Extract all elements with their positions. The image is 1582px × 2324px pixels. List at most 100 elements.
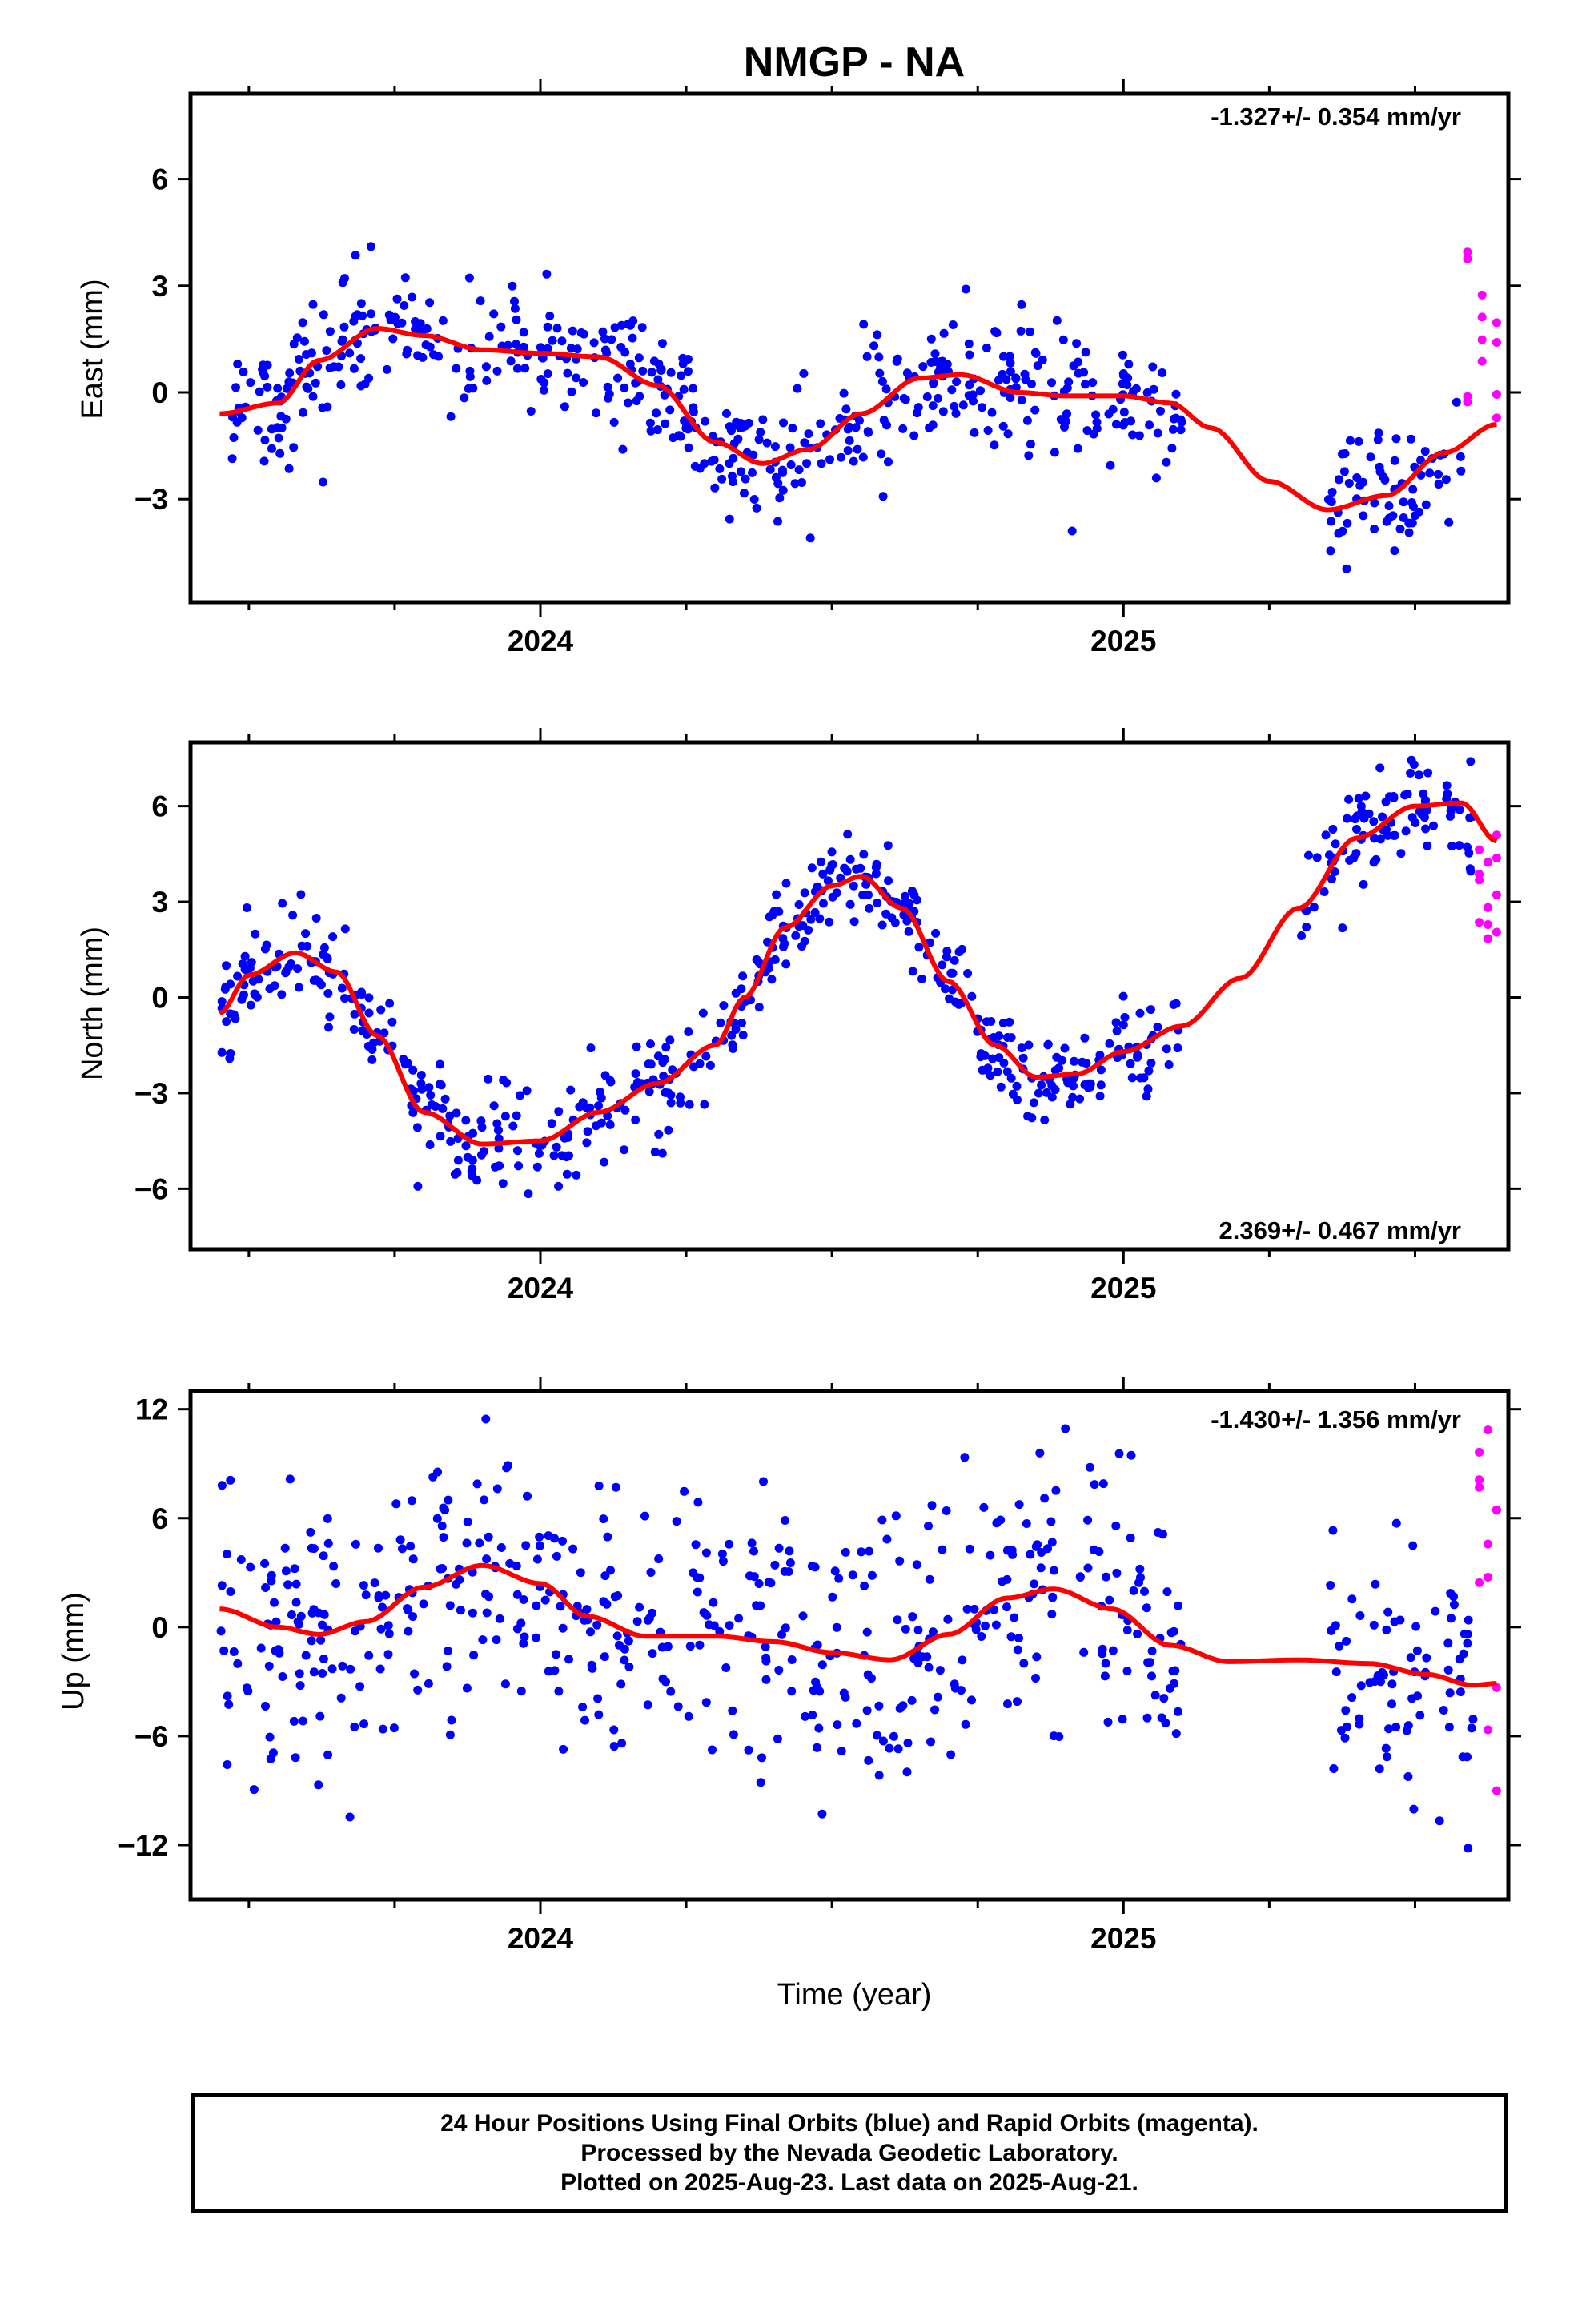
north-final-point (489, 1101, 499, 1111)
east-final-point (563, 368, 572, 378)
up-final-point (375, 1664, 385, 1674)
caption-line-2: Processed by the Nevada Geodetic Laborat… (580, 2140, 1118, 2166)
up-final-point (912, 1560, 921, 1570)
north-final-point (1105, 1039, 1114, 1048)
up-final-point (749, 1546, 758, 1556)
east-final-point (785, 443, 795, 452)
north-final-point (364, 993, 374, 1003)
up-final-point (986, 1550, 995, 1560)
north-final-point (281, 968, 291, 978)
north-final-point (222, 961, 231, 971)
up-final-point (701, 1548, 711, 1558)
east-final-point (1415, 507, 1423, 517)
up-final-point (811, 1677, 821, 1687)
north-final-point (1040, 1116, 1050, 1124)
east-final-point (601, 345, 610, 355)
east-final-point (874, 352, 884, 362)
up-final-point (1377, 1667, 1387, 1677)
east-final-point (858, 452, 868, 462)
up-final-point (610, 1592, 620, 1602)
up-final-point (475, 1538, 484, 1548)
up-final-point (592, 1620, 602, 1630)
up-final-point (611, 1482, 620, 1492)
up-final-point (701, 1698, 711, 1707)
up-final-point (275, 1648, 284, 1658)
up-final-point (576, 1568, 585, 1578)
east-final-point (964, 339, 974, 348)
east-final-point (282, 384, 291, 393)
up-final-point (226, 1587, 235, 1596)
up-final-point (1157, 1713, 1166, 1723)
north-final-point (408, 1108, 418, 1117)
up-final-point (229, 1647, 239, 1656)
north-final-point (522, 1086, 532, 1096)
north-final-point (780, 939, 789, 948)
up-final-point (599, 1514, 608, 1524)
east-final-point (345, 348, 355, 358)
up-final-point (439, 1533, 448, 1542)
up-final-point (1371, 1579, 1380, 1589)
up-final-point (1168, 1667, 1178, 1675)
east-final-point (418, 352, 428, 362)
north-final-point (1002, 1033, 1012, 1042)
east-final-point (1022, 416, 1032, 425)
east-final-point (438, 316, 448, 325)
up-final-point (568, 1544, 578, 1554)
east-final-point (624, 398, 632, 408)
east-final-point (804, 429, 813, 439)
east-final-point (928, 401, 938, 411)
north-final-point (416, 1071, 426, 1080)
up-final-point (580, 1715, 589, 1725)
east-final-point (1106, 460, 1115, 470)
east-final-point (400, 301, 409, 310)
up-final-points (216, 1414, 1478, 1853)
up-final-point (424, 1679, 433, 1688)
north-final-point (1400, 790, 1410, 800)
east-final-point (797, 478, 806, 487)
up-final-point (406, 1542, 416, 1551)
up-final-point (1142, 1713, 1152, 1723)
up-final-point (1165, 1683, 1174, 1693)
north-final-point (1375, 834, 1385, 844)
up-final-point (1331, 1667, 1341, 1677)
up-final-point (1129, 1586, 1138, 1595)
up-final-point (695, 1573, 705, 1582)
up-final-point (1463, 1752, 1472, 1762)
up-final-point (600, 1571, 610, 1581)
north-final-point (1327, 875, 1336, 884)
up-final-point (307, 1636, 316, 1646)
east-final-point (859, 320, 869, 329)
north-final-point (887, 913, 897, 923)
up-final-point (374, 1543, 383, 1553)
north-final-point (954, 947, 964, 957)
east-final-point (934, 393, 943, 403)
up-final-point (781, 1623, 790, 1633)
north-final-point (815, 914, 825, 923)
east-final-point (987, 408, 997, 417)
north-final-point (1455, 805, 1464, 814)
north-final-point (479, 1147, 488, 1156)
north-final-point (1075, 1094, 1085, 1104)
north-final-point (1382, 825, 1391, 834)
east-final-point (652, 408, 661, 418)
up-final-point (544, 1531, 553, 1541)
up-final-point (646, 1568, 656, 1577)
north-final-point (575, 1102, 584, 1112)
up-final-point (462, 1683, 472, 1693)
up-final-point (661, 1677, 670, 1687)
up-final-point (885, 1743, 894, 1753)
east-final-point (1382, 517, 1391, 526)
north-final-point (942, 947, 952, 956)
east-final-point (628, 333, 637, 343)
north-final-point (845, 899, 855, 909)
up-final-point (216, 1626, 226, 1636)
east-final-point (1456, 452, 1465, 461)
east-final-point (1021, 375, 1030, 384)
east-final-point (1342, 564, 1351, 573)
up-final-point (965, 1544, 974, 1554)
north-final-point (781, 879, 791, 888)
east-final-point (748, 468, 757, 477)
east-final-point (678, 359, 688, 368)
east-final-point (968, 390, 978, 400)
east-final-point (1171, 389, 1181, 399)
